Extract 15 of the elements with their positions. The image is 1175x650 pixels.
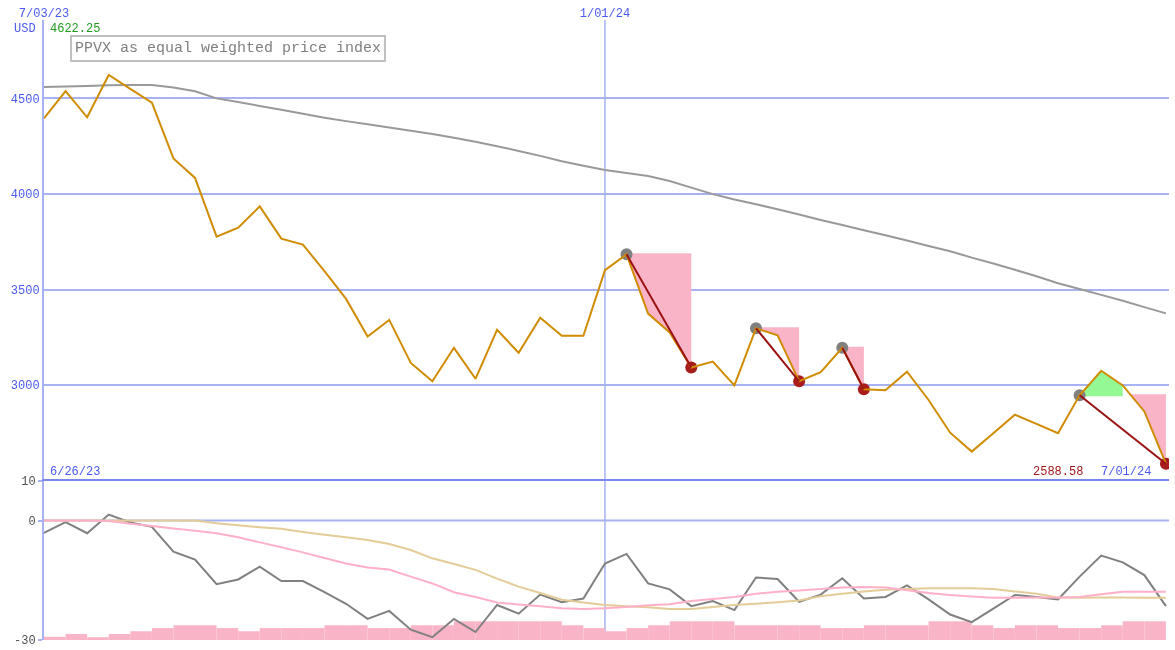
text: PPVX as equal weighted price index: [75, 40, 382, 57]
annotation: 6/26/23: [50, 465, 101, 479]
x-tick-label: 7/03/23: [18, 6, 70, 21]
y-tick-label: 4500: [10, 92, 40, 107]
x-tick-label: 1/01/24: [579, 6, 631, 21]
y-axis-title: USD: [14, 22, 36, 36]
y-tick-label: 0: [28, 514, 36, 529]
y-tick-label: 3000: [10, 379, 40, 394]
y-tick-label: 3500: [10, 283, 40, 298]
y-tick-label: 4000: [10, 188, 40, 203]
annotation: 7/01/24: [1101, 465, 1152, 479]
y-tick-label: 10: [21, 474, 36, 489]
y-tick-label: -30: [13, 634, 36, 649]
annotation: 2588.58: [1033, 465, 1084, 479]
annotation: 4622.25: [50, 22, 101, 36]
